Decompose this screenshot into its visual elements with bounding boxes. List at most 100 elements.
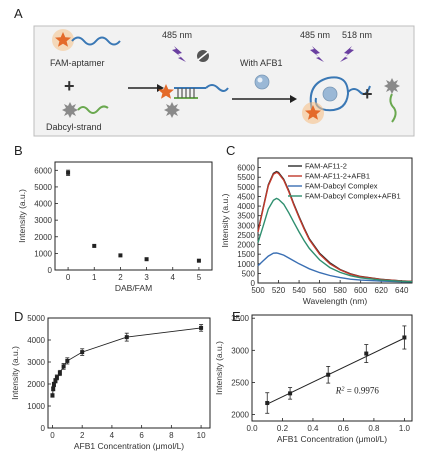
dabcyl-strand-line <box>77 105 109 114</box>
x-tick-label-b: 4 <box>171 273 176 282</box>
x-tick-label-e: 0.4 <box>307 424 319 433</box>
legend-label-3: FAM-Dabcyl Complex <box>305 182 378 191</box>
x-tick-label-c: 620 <box>375 286 389 295</box>
fam-aptamer-label: FAM-aptamer <box>50 58 105 68</box>
x-tick-label-e: 0.2 <box>277 424 289 433</box>
x-tick-label-b: 0 <box>66 273 71 282</box>
y-axis-label-d: Intensity (a.u.) <box>10 346 20 400</box>
data-point-d <box>53 378 58 383</box>
x-tick-label-e: 1.0 <box>399 424 411 433</box>
panel-label-c: C <box>226 143 235 158</box>
y-tick-label-c: 2000 <box>237 241 255 250</box>
lightning-icon-1 <box>172 46 186 62</box>
bound-afb1-icon <box>322 86 338 102</box>
data-point-b <box>66 170 71 175</box>
y-tick-label-c: 5500 <box>237 173 255 182</box>
plot-frame-b <box>54 161 213 271</box>
panel-label-e: E <box>232 309 241 324</box>
excitation-label-1: 485 nm <box>162 30 192 40</box>
y-tick-label-b: 3000 <box>34 216 52 225</box>
plus-icon-2: + <box>362 84 373 104</box>
fam-star-bright-icon <box>305 105 321 120</box>
r-squared-sup: 2 <box>341 385 345 392</box>
y-tick-label-d: 1000 <box>27 402 45 411</box>
series-line-4 <box>257 197 413 283</box>
y-tick-label-c: 4500 <box>237 192 255 201</box>
data-point-e <box>364 351 369 356</box>
y-axis-label-b: Intensity (a.u.) <box>17 189 27 243</box>
legend-label-4: FAM-Dabcyl Complex+AFB1 <box>305 192 401 201</box>
x-tick-label-c: 540 <box>292 286 306 295</box>
aptamer-strand <box>71 36 121 46</box>
released-dabcyl-strand <box>384 78 400 123</box>
data-point-d <box>51 382 56 387</box>
y-tick-label-e: 3500 <box>231 314 249 323</box>
y-tick-label-c: 4000 <box>237 202 255 211</box>
data-point-d <box>54 375 59 380</box>
y-tick-label-c: 3000 <box>237 221 255 230</box>
y-tick-label-b: 0 <box>48 266 53 275</box>
series-line-3 <box>257 252 413 283</box>
x-tick-label-d: 0 <box>50 431 55 440</box>
plus-icon-1: + <box>64 76 75 96</box>
y-tick-label-c: 500 <box>242 269 256 278</box>
chart-d: 0 2 4 6 8 10 0 1000 2000 3000 4000 5000 AFB1 Concent… <box>10 314 211 451</box>
data-point-e <box>288 391 293 396</box>
dabcyl-strand-molecule <box>62 102 109 118</box>
emission-lightning-icon <box>340 46 354 62</box>
no-emission-icon <box>197 50 209 62</box>
x-tick-label-d: 10 <box>197 431 206 440</box>
y-axis-label-e: Intensity (a.u.) <box>214 341 224 395</box>
chart-e: 0.0 0.2 0.4 0.6 0.8 1.0 2000 2500 3000 3500 AFB1 C… <box>214 314 413 444</box>
y-tick-label-e: 3000 <box>231 346 249 355</box>
r-squared-value: = 0.9976 <box>345 385 380 395</box>
data-point-e <box>326 372 331 377</box>
dabcyl-strand-label: Dabcyl-strand <box>46 122 102 132</box>
y-tick-label-c: 1500 <box>237 250 255 259</box>
aptamer-afb1-complex <box>302 76 371 124</box>
x-tick-label-c: 520 <box>272 286 286 295</box>
x-tick-label-b: 3 <box>144 273 149 282</box>
x-axis-label-d: AFB1 Concentration (μmol/L) <box>74 441 184 451</box>
fam-aptamer-molecule <box>52 29 121 51</box>
excitation-label-2: 485 nm <box>300 30 330 40</box>
x-axis-label-c: Wavelength (nm) <box>303 296 368 306</box>
x-tick-label-c: 500 <box>251 286 265 295</box>
x-tick-label-e: 0.0 <box>246 424 258 433</box>
y-tick-label-b: 1000 <box>34 249 52 258</box>
panel-label-d: D <box>14 309 23 324</box>
y-tick-label-c: 6000 <box>237 164 255 173</box>
y-tick-label-c: 0 <box>251 279 256 288</box>
panel-label-a: A <box>14 6 23 21</box>
y-tick-label-d: 0 <box>41 424 46 433</box>
chart-c: 500 520 540 560 580 600 620 6400500100015002000… <box>220 157 413 306</box>
series-line-2 <box>257 171 413 283</box>
r-squared-symbol: R <box>335 385 342 395</box>
y-tick-label-d: 2000 <box>27 380 45 389</box>
released-quencher-icon <box>384 78 400 94</box>
quencher-icon <box>62 102 78 118</box>
y-tick-label-b: 5000 <box>34 183 52 192</box>
afb1-molecule-icon <box>254 74 270 90</box>
data-point-e <box>402 335 407 340</box>
r-squared-annotation: R2 = 0.9976 <box>335 385 380 395</box>
y-tick-label-b: 2000 <box>34 233 52 242</box>
x-axis-label-b: DAB/FAM <box>115 283 152 293</box>
y-tick-label-e: 2500 <box>231 378 249 387</box>
legend-label-1: FAM-AF11-2 <box>305 162 347 171</box>
arrow-2 <box>232 95 297 103</box>
x-tick-label-c: 580 <box>333 286 347 295</box>
plot-frame-e <box>251 314 413 422</box>
data-point-d <box>80 350 85 355</box>
lightning-icon-2 <box>310 46 324 62</box>
quencher-duplex-icon <box>164 102 180 118</box>
x-tick-label-b: 5 <box>197 273 202 282</box>
legend-label-2: FAM-AF11-2+AFB1 <box>305 172 370 181</box>
x-tick-label-d: 4 <box>110 431 115 440</box>
y-axis-label-c: Intensity (a.u.) <box>220 193 230 247</box>
x-tick-label-b: 1 <box>92 273 97 282</box>
plot-frame-d <box>47 317 211 429</box>
x-tick-label-e: 0.8 <box>368 424 380 433</box>
data-point-d <box>124 335 129 340</box>
